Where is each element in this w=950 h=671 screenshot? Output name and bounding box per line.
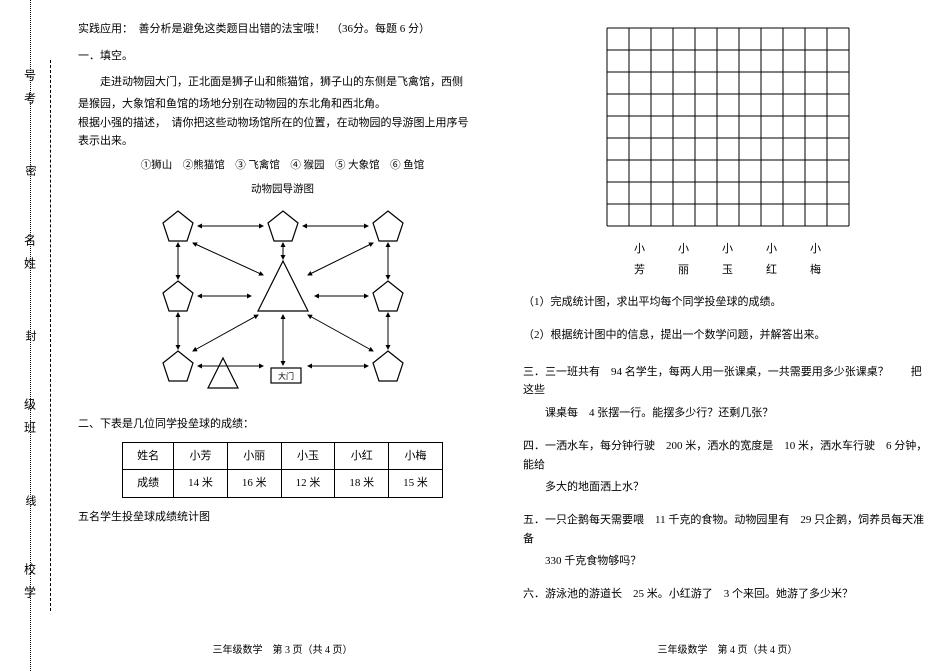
p3: 根据小强的描述， 请你把这些动物场馆所在的位置，在动物园的导游图上用序号	[78, 114, 487, 133]
td-2: 16 米	[227, 470, 281, 498]
section-1: 一．填空。	[78, 47, 487, 66]
footer-4: 三年级数学 第 4 页（共 4 页）	[505, 642, 950, 659]
q4a: 四．一洒水车，每分钟行驶 200 米，洒水的宽度是 10 米，洒水车行驶 6 分…	[523, 437, 932, 474]
th-3: 小玉	[281, 442, 335, 470]
chart-title: 五名学生投垒球成绩统计图	[78, 508, 487, 527]
binding-margin: 号 考 密 名 姓 封 级 班 线 校 学	[0, 0, 60, 671]
p1: 走进动物园大门，正北面是狮子山和熊猫馆，狮子山的东侧是飞禽馆，西侧	[78, 73, 487, 92]
td-3: 12 米	[281, 470, 335, 498]
x-labels-2: 芳丽玉红梅	[618, 261, 838, 280]
practice-header: 实践应用： 善分析是避免这类题目出错的法宝哦！ （36分。每题 6 分）	[78, 20, 487, 39]
q2-2: （2）根据统计图中的信息，提出一个数学问题，并解答出来。	[523, 326, 932, 345]
x-labels-1: 小小小小小	[618, 240, 838, 259]
dotted-line	[30, 0, 31, 671]
td-5: 15 米	[389, 470, 443, 498]
td-label: 成绩	[123, 470, 174, 498]
p2: 是猴园，大象馆和鱼馆的场地分别在动物园的东北角和西北角。	[78, 95, 487, 114]
td-4: 18 米	[335, 470, 389, 498]
location-numbers: ①狮山 ②熊猫馆 ③ 飞禽馆 ④ 猴园 ⑤ 大象馆 ⑥ 鱼馆	[78, 157, 487, 175]
th-2: 小丽	[227, 442, 281, 470]
stat-grid	[588, 20, 868, 234]
q4b: 多大的地面洒上水？	[545, 478, 932, 497]
q5a: 五．一只企鹅每天需要喂 11 千克的食物。动物园里有 29 只企鹅，饲养员每天准…	[523, 511, 932, 548]
page-4: 小小小小小 芳丽玉红梅 （1）完成统计图，求出平均每个同学投垒球的成绩。 （2）…	[505, 0, 950, 671]
map-title: 动物园导游图	[78, 181, 487, 199]
svg-text:大门: 大门	[278, 371, 294, 381]
zoo-map: 大门	[123, 203, 443, 403]
p4: 表示出来。	[78, 132, 487, 151]
score-table: 姓名 小芳 小丽 小玉 小红 小梅 成绩 14 米 16 米 12 米 18 米…	[122, 442, 443, 498]
th-1: 小芳	[174, 442, 228, 470]
th-name: 姓名	[123, 442, 174, 470]
q6: 六．游泳池的游道长 25 米。小红游了 3 个来回。她游了多少米？	[523, 585, 932, 604]
table-data-row: 成绩 14 米 16 米 12 米 18 米 15 米	[123, 470, 443, 498]
q5b: 330 千克食物够吗？	[545, 552, 932, 571]
th-4: 小红	[335, 442, 389, 470]
table-header-row: 姓名 小芳 小丽 小玉 小红 小梅	[123, 442, 443, 470]
page-3: 实践应用： 善分析是避免这类题目出错的法宝哦！ （36分。每题 6 分） 一．填…	[60, 0, 505, 671]
footer-3: 三年级数学 第 3 页（共 4 页）	[60, 642, 505, 659]
q3b: 课桌每 4 张摆一行。能摆多少行？还剩几张？	[545, 404, 932, 423]
section-2: 二、下表是几位同学投垒球的成绩：	[78, 415, 487, 434]
th-5: 小梅	[389, 442, 443, 470]
dashed-line	[50, 60, 51, 611]
q2-1: （1）完成统计图，求出平均每个同学投垒球的成绩。	[523, 293, 932, 312]
td-1: 14 米	[174, 470, 228, 498]
q3a: 三．三一班共有 94 名学生，每两人用一张课桌，一共需要用多少张课桌？ 把这些	[523, 363, 932, 400]
